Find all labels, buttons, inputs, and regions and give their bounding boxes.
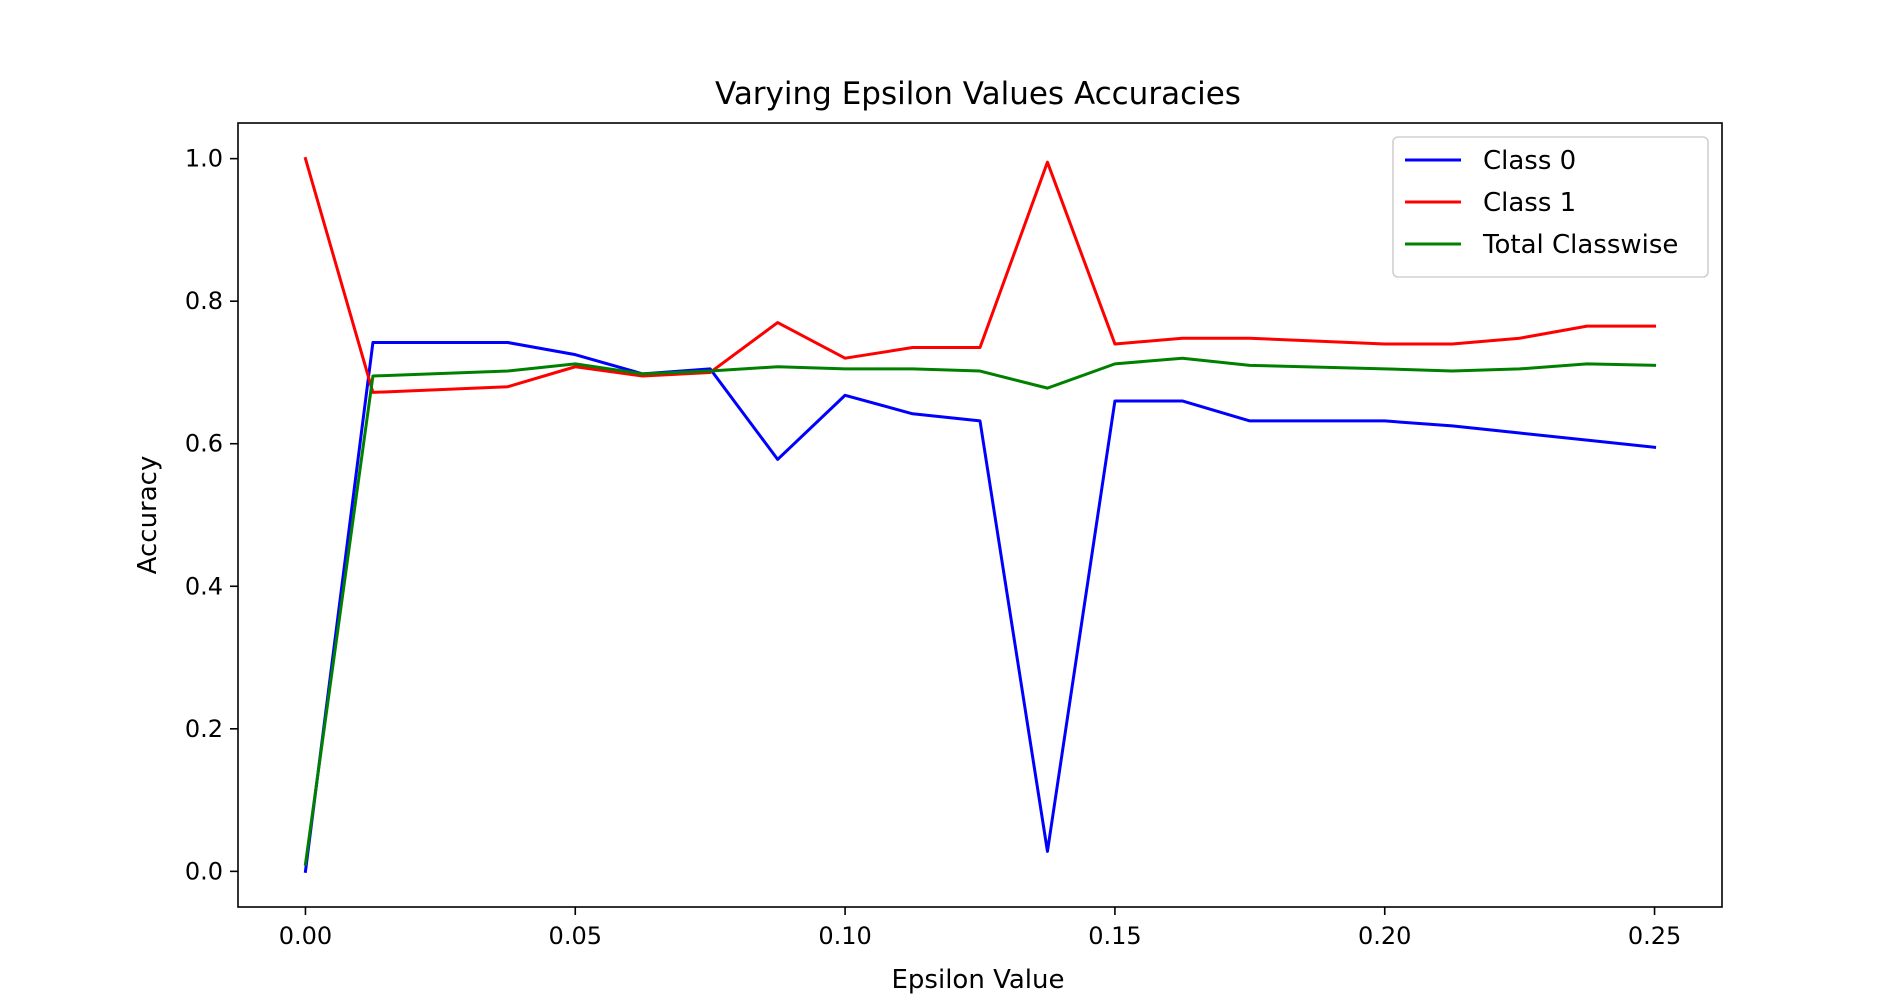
y-tick-label: 0.8 — [185, 287, 223, 315]
y-tick-label: 0.2 — [185, 715, 223, 743]
x-tick-label: 0.25 — [1628, 922, 1681, 950]
plot-area — [303, 156, 1657, 874]
series-line-total-classwise — [303, 356, 1657, 866]
y-tick-label: 0.4 — [185, 572, 223, 600]
axes: 0.00 0.05 0.10 0.15 0.20 0.25 0.0 0.2 0.4 0.6 0.8 1… — [185, 145, 1681, 950]
x-tick-label: 0.00 — [279, 922, 332, 950]
series-line-class-1 — [303, 156, 1657, 394]
legend-entry: Class 0 — [1483, 146, 1576, 176]
y-axis-label: Accuracy — [133, 456, 163, 575]
legend-entry: Class 1 — [1483, 188, 1576, 218]
x-tick-label: 0.15 — [1088, 922, 1141, 950]
legend-entry: Total Classwise — [1482, 230, 1678, 260]
x-tick-label: 0.10 — [818, 922, 871, 950]
series-line-class-0 — [303, 341, 1657, 874]
x-tick-label: 0.20 — [1358, 922, 1411, 950]
chart-title: Varying Epsilon Values Accuracies — [715, 76, 1241, 112]
y-tick-label: 1.0 — [185, 145, 223, 173]
legend-box — [1392, 136, 1709, 278]
y-tick-label: 0.6 — [185, 430, 223, 458]
y-tick-label: 0.0 — [185, 857, 223, 885]
x-axis-label: Epsilon Value — [892, 965, 1065, 995]
legend: Class 0 Class 1 Total Classwise — [1392, 136, 1709, 278]
x-tick-label: 0.05 — [549, 922, 602, 950]
plot-frame — [237, 122, 1723, 908]
